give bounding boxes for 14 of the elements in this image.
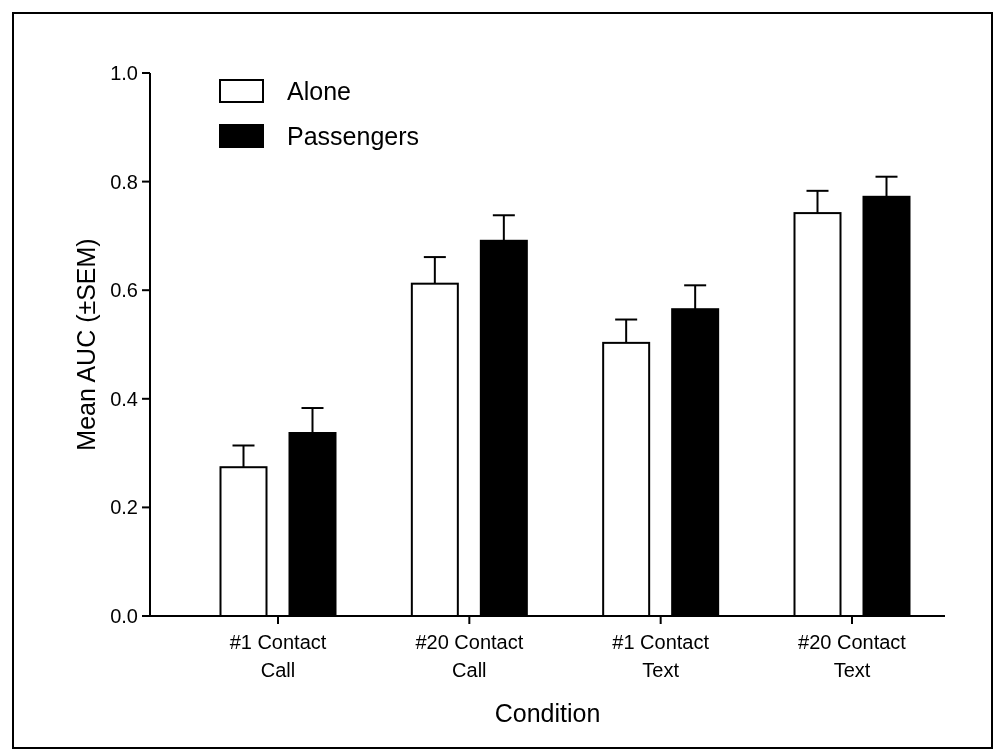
y-tick-label: 0.6 (110, 279, 138, 302)
legend-label: Passengers (287, 121, 420, 150)
x-tick-label: #1 Contact Text (612, 631, 710, 681)
y-tick-label: 1.0 (110, 62, 138, 84)
y-tick-label: 0.8 (110, 170, 138, 193)
x-tick-label: #20 Contact Text (798, 631, 907, 681)
y-tick-label: 0.2 (110, 496, 138, 519)
y-tick-label: 0.4 (110, 387, 138, 410)
legend-label: Alone (287, 76, 351, 105)
x-axis-title: Condition (494, 699, 601, 727)
y-tick-label: 0.0 (110, 605, 138, 627)
x-tick-label: #20 Contact Call (415, 631, 524, 681)
x-tick-label: #1 Contact Call (229, 631, 327, 681)
y-axis-title: Mean AUC (±SEM) (72, 238, 100, 451)
